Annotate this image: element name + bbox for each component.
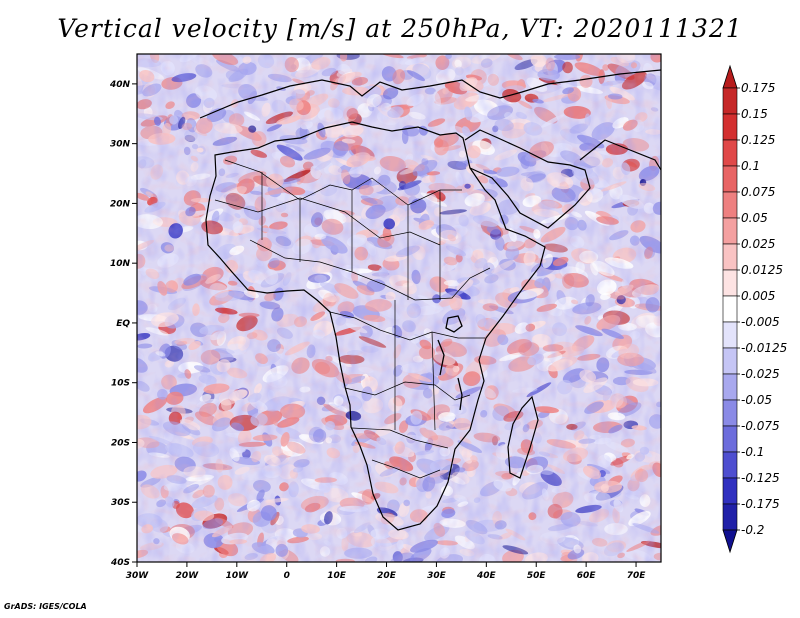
colorbar-segment [722,295,738,323]
asia-coastline [579,139,661,171]
plot-frame [136,53,662,563]
lat-tick-label: 30S [111,498,130,508]
colorbar-label: 0.05 [741,211,768,225]
lon-tick-label: 20W [176,571,200,581]
colorbar [722,64,738,554]
lat-tick-label: 40S [110,558,130,568]
lon-tick-label: 0 [284,571,290,581]
colorbar-segment [722,425,738,453]
colorbar-label: 0.175 [741,81,775,95]
arabia-coastline [464,129,591,229]
lake-tanganyika [437,339,445,376]
colorbar-segment [722,269,738,297]
colorbar-label: 0.15 [741,107,768,121]
colorbar-segment [722,347,738,375]
lat-tick-label: EQ [116,319,130,329]
lat-tick-label: 40N [109,80,131,90]
lon-tick-label: 10W [226,571,250,581]
africa-coastline [205,121,546,531]
colorbar-label: 0.1 [741,159,760,173]
colorbar-label: -0.175 [741,497,780,511]
lon-tick-label: 30E [427,571,447,581]
colorbar-segment [722,217,738,245]
colorbar-label: -0.075 [741,419,780,433]
colorbar-segment [722,113,738,141]
colorbar-label: 0.125 [741,133,775,147]
lake-malawi [457,377,463,411]
lake-victoria [445,315,463,333]
europe-coastline [199,69,661,119]
colorbar-segment [722,503,738,531]
colorbar-label: -0.2 [741,523,764,537]
lon-tick-label: 30W [126,571,150,581]
colorbar-label: -0.05 [741,393,772,407]
lat-tick-label: 20N [110,199,131,209]
colorbar-label: -0.1 [741,445,764,459]
colorbar-label: -0.0125 [741,341,787,355]
lon-tick-label: 60E [577,571,597,581]
colorbar-segment [722,373,738,401]
grads-credit: GrADS: IGES/COLA [4,602,87,611]
colorbar-segment [722,87,738,115]
colorbar-segment [722,321,738,349]
lat-tick-label: 30N [110,140,131,150]
colorbar-label: 0.005 [741,289,775,303]
colorbar-cap-bottom [722,529,738,554]
lat-tick-label: 10N [110,259,131,269]
lon-tick-label: 20E [377,571,397,581]
colorbar-segment [722,165,738,193]
colorbar-segment [722,243,738,271]
lon-tick-label: 70E [627,571,647,581]
colorbar-label: -0.025 [741,367,780,381]
lon-tick-label: 40E [476,571,497,581]
colorbar-segment [722,399,738,427]
lon-tick-label: 10E [327,571,347,581]
colorbar-label: 0.075 [741,185,775,199]
colorbar-segment [722,139,738,167]
colorbar-label: 0.0125 [741,263,783,277]
lat-tick-label: 10S [111,379,130,389]
chart-title: Vertical velocity [m/s] at 250hPa, VT: 2… [57,14,743,43]
colorbar-segment [722,191,738,219]
plot-area [137,54,661,562]
colorbar-label: -0.005 [741,315,780,329]
colorbar-segment [722,477,738,505]
colorbar-cap-top [722,64,738,89]
colorbar-label: 0.025 [741,237,775,251]
lat-tick-label: 20S [111,438,130,448]
colorbar-label: -0.125 [741,471,780,485]
madagascar-coastline [507,395,539,479]
lon-tick-label: 50E [527,571,547,581]
colorbar-segment [722,451,738,479]
